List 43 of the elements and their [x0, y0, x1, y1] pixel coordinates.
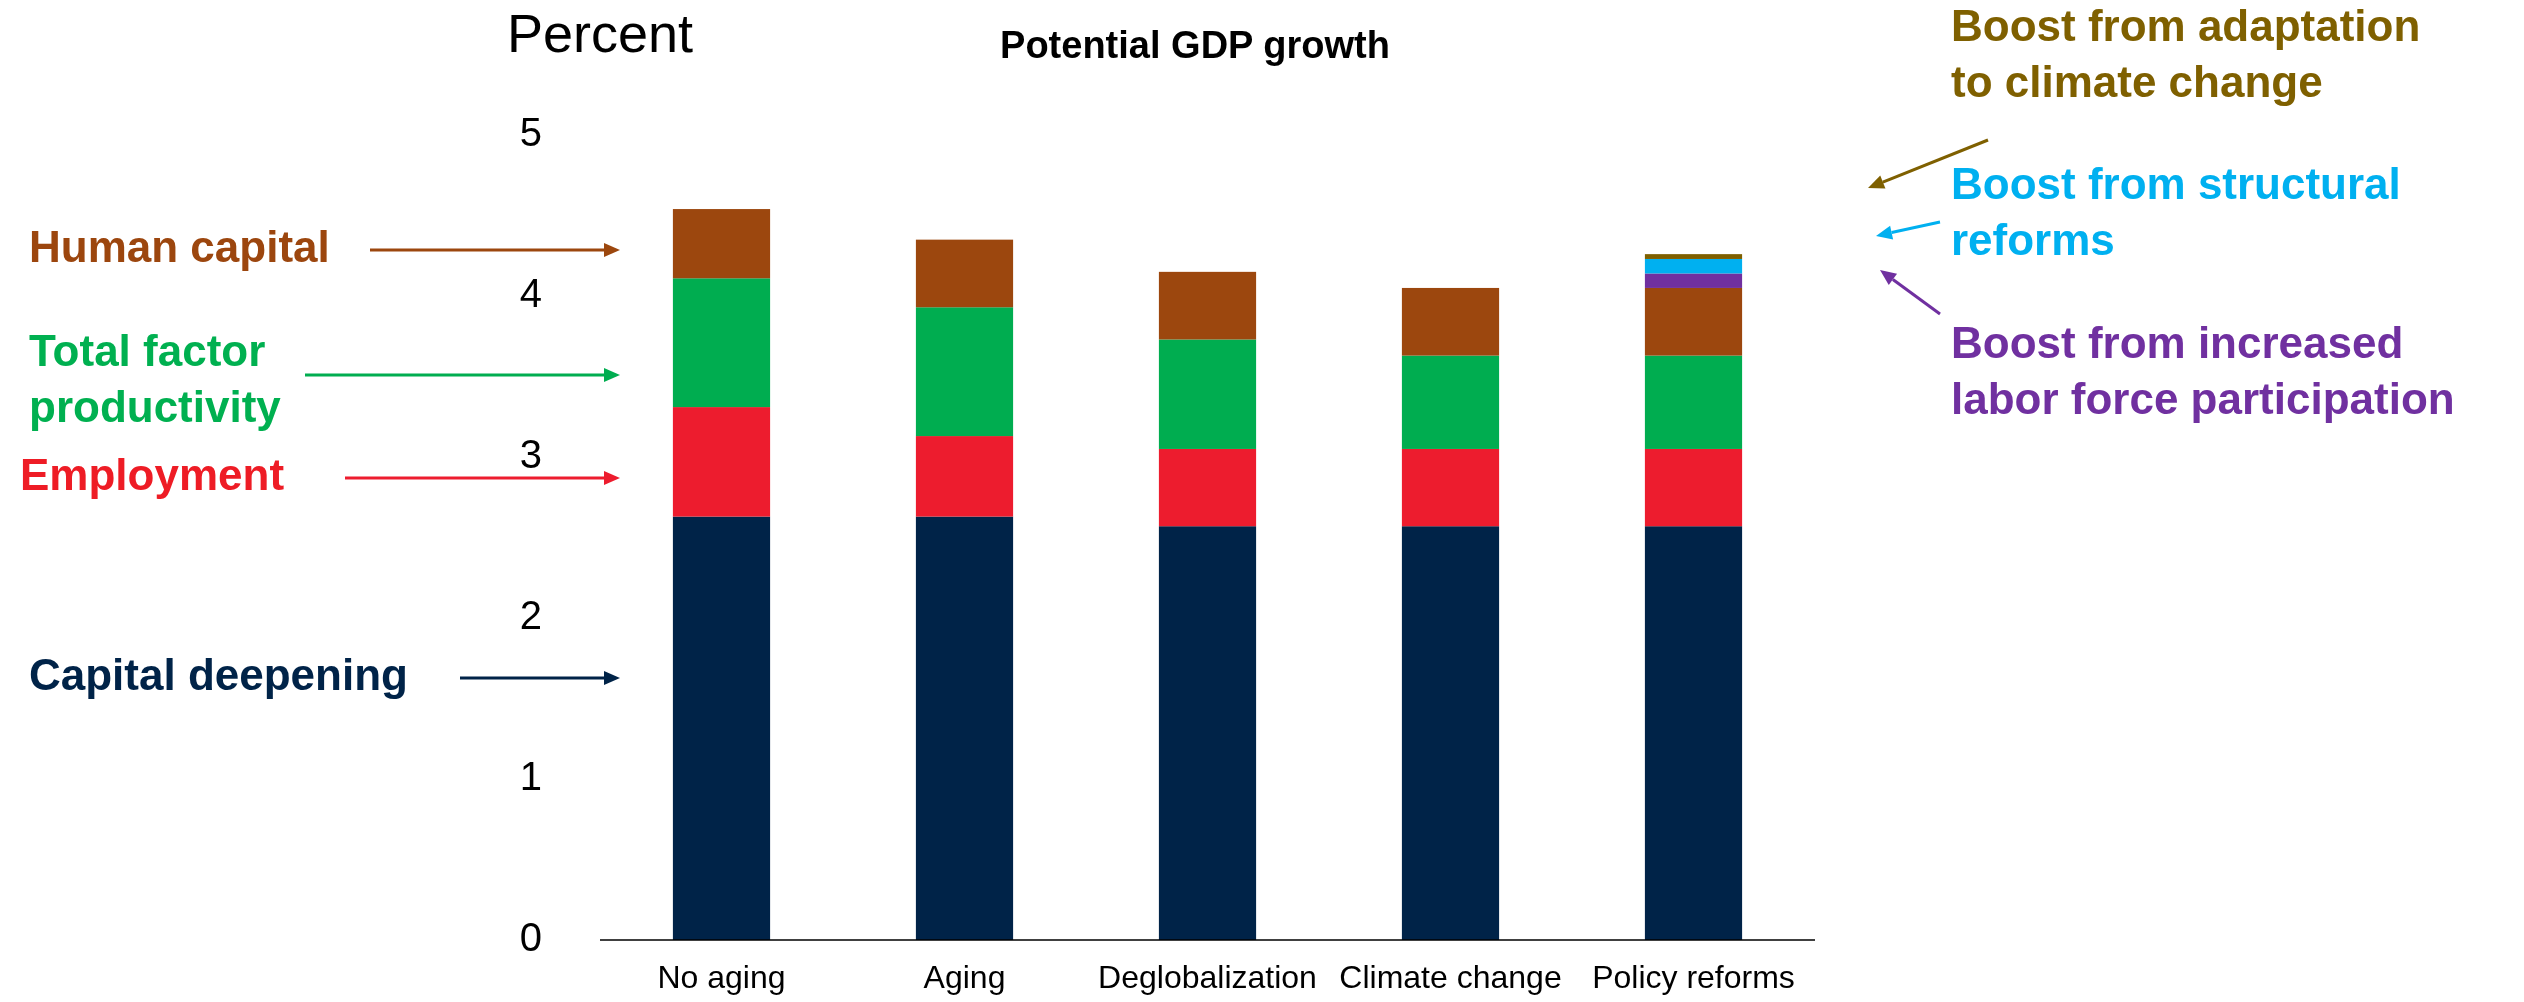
- bar: [1401, 448, 1500, 527]
- bar: [1644, 355, 1743, 449]
- bar: [1644, 254, 1743, 259]
- bar: [672, 209, 771, 279]
- bar: [1401, 287, 1500, 356]
- bar: [672, 407, 771, 517]
- bar: [1158, 271, 1257, 340]
- y-tick-label: 5: [519, 109, 542, 154]
- x-tick-label: Deglobalization: [1098, 959, 1317, 996]
- y-tick-label: 4: [519, 270, 542, 315]
- bar: [915, 436, 1014, 517]
- y-axis-title: Percent: [506, 3, 694, 64]
- bar: [1158, 448, 1257, 527]
- legend-label: Boost from structural reforms: [1951, 158, 2401, 264]
- text: Capital deepening: [29, 649, 408, 699]
- bar: [1644, 273, 1743, 288]
- text: Boost from increased labor force participation: [1951, 317, 2455, 423]
- chart-title: Potential GDP growth: [1000, 24, 1390, 67]
- x-tick-label: No aging: [657, 959, 786, 996]
- text: Employment: [20, 449, 285, 499]
- y-tick-label: 1: [519, 753, 542, 798]
- y-tick-label: 2: [519, 592, 542, 637]
- bar: [1644, 448, 1743, 527]
- bar: [1401, 526, 1500, 940]
- bar: [1401, 355, 1500, 449]
- x-tick-label: Climate change: [1339, 959, 1562, 996]
- bar: [915, 239, 1014, 308]
- bar: [1158, 339, 1257, 449]
- bar: [915, 516, 1014, 940]
- x-tick-label: Policy reforms: [1592, 959, 1795, 996]
- text: Boost from adaptation to climate change: [1951, 0, 2421, 106]
- bar: [1158, 526, 1257, 940]
- bar: [1644, 526, 1743, 940]
- y-tick-label: 0: [519, 914, 542, 959]
- y-tick-label: 3: [519, 431, 542, 476]
- bar: [1644, 287, 1743, 356]
- x-tick-label: Aging: [923, 959, 1006, 996]
- text: Human capital: [29, 221, 330, 271]
- bar: [915, 307, 1014, 437]
- text: Total factor productivity: [29, 325, 282, 431]
- bar: [672, 278, 771, 408]
- bar: [1644, 258, 1743, 274]
- bar: [672, 516, 771, 940]
